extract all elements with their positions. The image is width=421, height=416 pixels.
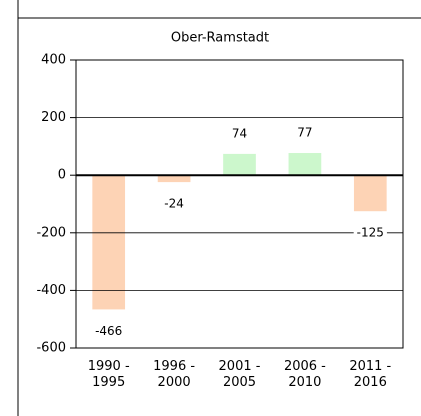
x-tick-label-line: 2000	[158, 375, 191, 390]
value-label-bg	[353, 224, 387, 241]
x-tick-label-line: 1995	[92, 375, 125, 390]
x-tick-label-line: 2011 -	[349, 359, 391, 374]
x-tick-label-line: 1990 -	[88, 359, 130, 374]
value-label: -125	[357, 226, 384, 240]
bar	[223, 153, 256, 176]
y-tick-label: 0	[58, 168, 66, 183]
value-label: -466	[95, 324, 122, 338]
x-tick-label-line: 2010	[288, 375, 321, 390]
bar	[288, 153, 322, 176]
value-label-bg	[228, 125, 251, 142]
y-tick-label: -600	[36, 341, 66, 356]
x-tick-label: 2001 -2005	[219, 359, 261, 390]
value-label-bg	[294, 124, 316, 141]
y-tick-label: -400	[36, 283, 66, 298]
bar	[157, 175, 191, 183]
x-tick-label: 1990 -1995	[88, 359, 130, 390]
bars	[92, 153, 387, 310]
x-tick-label-line: 2006 -	[284, 359, 326, 374]
x-tick-label: 1996 -2000	[153, 359, 195, 390]
x-tick-label-line: 2016	[354, 375, 387, 390]
bar	[92, 175, 126, 310]
plot-border	[75, 59, 404, 349]
value-label-bg	[92, 322, 126, 339]
value-label-bg	[161, 195, 187, 212]
y-tick-label: -200	[36, 225, 66, 240]
y-tick-label: 400	[41, 53, 66, 68]
x-tick-label: 2006 -2010	[284, 359, 326, 390]
value-label: -24	[164, 197, 184, 211]
chart-title: Ober-Ramstadt	[171, 31, 269, 46]
x-tick-label-line: 2001 -	[219, 359, 261, 374]
x-tick-label-line: 2005	[223, 375, 256, 390]
x-tick-label: 2011 -2016	[349, 359, 391, 390]
x-tick-label-line: 1996 -	[153, 359, 195, 374]
y-tick-label: 200	[41, 110, 66, 125]
value-label: 77	[297, 126, 312, 140]
value-label: 74	[232, 126, 247, 140]
bar	[353, 175, 387, 212]
